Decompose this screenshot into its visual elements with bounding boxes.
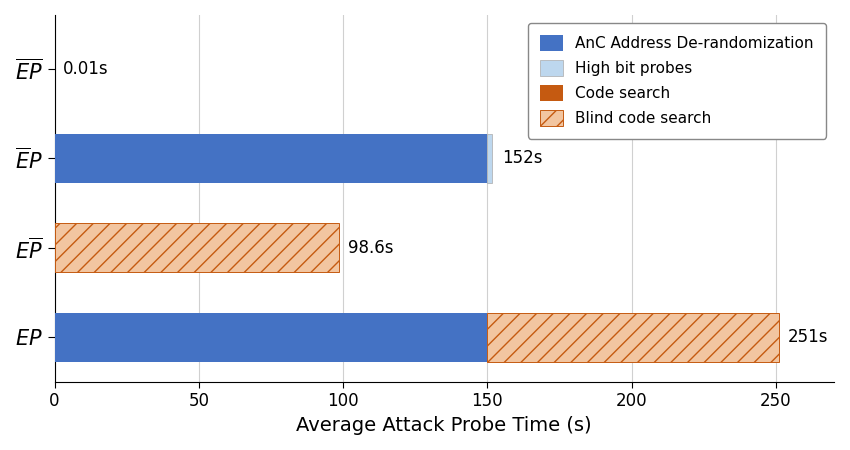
Text: 152s: 152s	[502, 149, 542, 167]
Bar	[54, 134, 487, 183]
Legend: AnC Address De-randomization, High bit probes, Code search, Blind code search: AnC Address De-randomization, High bit p…	[528, 22, 826, 139]
Bar	[487, 134, 491, 183]
Text: 0.01s: 0.01s	[63, 60, 109, 78]
Bar	[54, 223, 339, 272]
Bar	[54, 313, 487, 362]
Text: 98.6s: 98.6s	[348, 239, 394, 257]
Bar	[487, 313, 779, 362]
X-axis label: Average Attack Probe Time (s): Average Attack Probe Time (s)	[297, 416, 592, 435]
Text: 251s: 251s	[787, 328, 828, 346]
